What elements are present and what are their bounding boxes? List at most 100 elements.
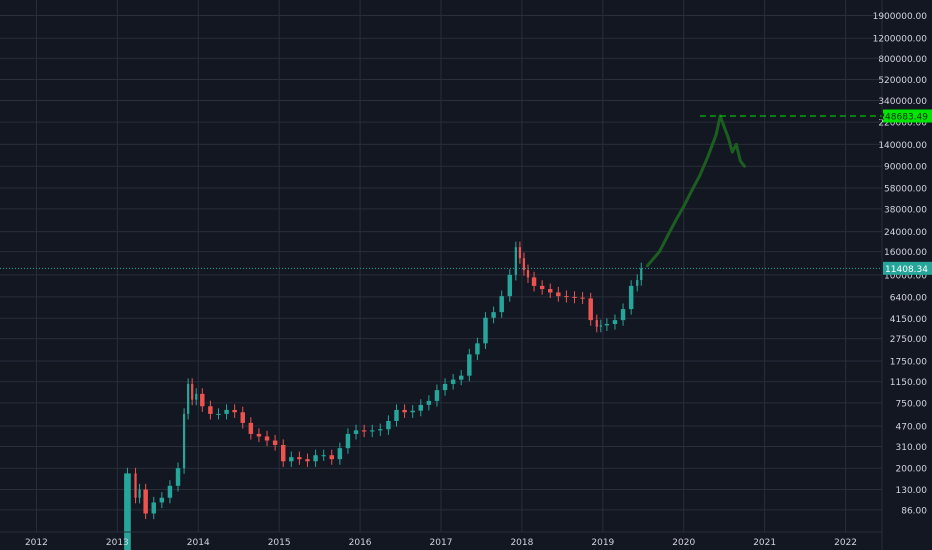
current-price-label-bg bbox=[883, 261, 932, 275]
projection-point bbox=[714, 133, 718, 137]
candle-body bbox=[556, 292, 561, 297]
y-tick-label: 86.00 bbox=[901, 506, 927, 516]
y-tick-label: 1200000.00 bbox=[873, 35, 928, 45]
candle-body bbox=[232, 409, 237, 413]
candle-body bbox=[240, 412, 245, 423]
candle-body bbox=[345, 433, 351, 449]
candle-body bbox=[143, 489, 148, 514]
candle-body bbox=[289, 457, 294, 462]
x-tick-label: 2016 bbox=[349, 538, 372, 548]
candle-body bbox=[175, 468, 181, 486]
y-tick-label: 58000.00 bbox=[884, 184, 927, 194]
candle-body bbox=[548, 289, 553, 293]
projection-point bbox=[726, 136, 730, 140]
candle-body bbox=[518, 247, 522, 259]
y-tick-label: 1900000.00 bbox=[873, 12, 928, 22]
candle-body bbox=[531, 277, 537, 286]
candle-body bbox=[167, 485, 173, 498]
y-tick-label: 24000.00 bbox=[884, 228, 927, 238]
candle-body bbox=[483, 317, 488, 344]
x-tick-label: 2017 bbox=[430, 538, 453, 548]
candle-body bbox=[159, 497, 165, 503]
candle-body bbox=[305, 459, 310, 462]
candle-body bbox=[588, 298, 593, 321]
candle-body bbox=[182, 413, 186, 469]
candle-body bbox=[329, 455, 334, 460]
candle-body bbox=[124, 473, 131, 550]
candle-body bbox=[195, 393, 198, 400]
candle-body bbox=[402, 409, 407, 413]
candle-body bbox=[208, 406, 213, 414]
y-tick-label: 1750.00 bbox=[890, 357, 927, 367]
y-tick-label: 4150.00 bbox=[890, 315, 927, 325]
projection-point bbox=[738, 159, 742, 163]
candle-body bbox=[526, 270, 530, 278]
projection-point bbox=[698, 173, 702, 177]
candle-body bbox=[418, 404, 423, 411]
candle-body bbox=[353, 430, 359, 434]
x-tick-label: 2018 bbox=[510, 538, 533, 548]
candle-body bbox=[280, 444, 286, 462]
candle-body bbox=[138, 489, 141, 498]
candle-body bbox=[321, 455, 326, 457]
y-tick-label: 10000.00 bbox=[884, 271, 927, 281]
candle-body bbox=[628, 285, 634, 310]
annotation-layer bbox=[0, 115, 882, 269]
y-tick-label: 200.00 bbox=[896, 465, 928, 475]
y-tick-label: 800000.00 bbox=[878, 55, 927, 65]
y-tick-label: 1150.00 bbox=[890, 378, 927, 388]
projection-line bbox=[646, 114, 746, 267]
candle-body bbox=[361, 430, 367, 432]
x-tick-label: 2021 bbox=[753, 538, 776, 548]
candle-body bbox=[442, 383, 448, 391]
candle-body bbox=[410, 410, 415, 413]
x-tick-label: 2015 bbox=[268, 538, 291, 548]
candle-body bbox=[612, 320, 618, 324]
candle-body bbox=[337, 448, 343, 460]
candle-body bbox=[134, 473, 137, 498]
candle-body bbox=[491, 312, 496, 318]
candle-body bbox=[459, 375, 464, 380]
candle-body bbox=[369, 430, 375, 432]
candle-body bbox=[499, 296, 504, 313]
projection-point bbox=[682, 204, 686, 208]
y-tick-label: 16000.00 bbox=[884, 248, 927, 258]
price-labels: 248683.49 11408.34 bbox=[879, 109, 932, 275]
candle-body bbox=[467, 354, 472, 376]
price-axis[interactable]: 1900000.00 1200000.00 800000.00 520000.00 34… bbox=[873, 12, 928, 516]
x-tick-label: 2014 bbox=[187, 538, 210, 548]
candle-body bbox=[434, 390, 440, 401]
x-tick-label: 2020 bbox=[672, 538, 695, 548]
candle-body bbox=[426, 400, 432, 405]
projection-point bbox=[734, 142, 738, 146]
target-price-label: 248683.49 bbox=[879, 113, 928, 123]
candle-body bbox=[256, 433, 262, 437]
candle-body bbox=[595, 320, 598, 327]
y-tick-label: 310.00 bbox=[896, 443, 928, 453]
projection-point bbox=[742, 164, 746, 168]
grid bbox=[0, 0, 882, 532]
current-price-label: 11408.34 bbox=[885, 265, 928, 275]
y-tick-label: 90000.00 bbox=[884, 163, 927, 173]
candle-body bbox=[604, 323, 610, 326]
x-tick-label: 2022 bbox=[834, 538, 857, 548]
y-tick-label: 750.00 bbox=[896, 399, 928, 409]
y-tick-label: 2750.00 bbox=[890, 335, 927, 345]
candle-body bbox=[475, 343, 480, 355]
candle-body bbox=[264, 436, 270, 441]
candle-body bbox=[507, 274, 513, 297]
projection-point bbox=[674, 219, 678, 223]
projection-point bbox=[657, 250, 661, 254]
x-tick-label: 2012 bbox=[25, 538, 48, 548]
candle-body bbox=[297, 457, 302, 460]
projection-point bbox=[690, 189, 694, 193]
projection-point bbox=[722, 125, 726, 129]
y-tick-label: 340000.00 bbox=[878, 97, 927, 107]
y-tick-label: 520000.00 bbox=[878, 76, 927, 86]
candle-body bbox=[620, 309, 626, 321]
time-axis[interactable]: 2012 2013 2014 2015 2016 2017 2018 2019 2020 2021… bbox=[25, 538, 857, 548]
y-tick-label: 6400.00 bbox=[890, 293, 927, 303]
x-tick-label: 2019 bbox=[591, 538, 614, 548]
projection-point bbox=[730, 150, 734, 154]
